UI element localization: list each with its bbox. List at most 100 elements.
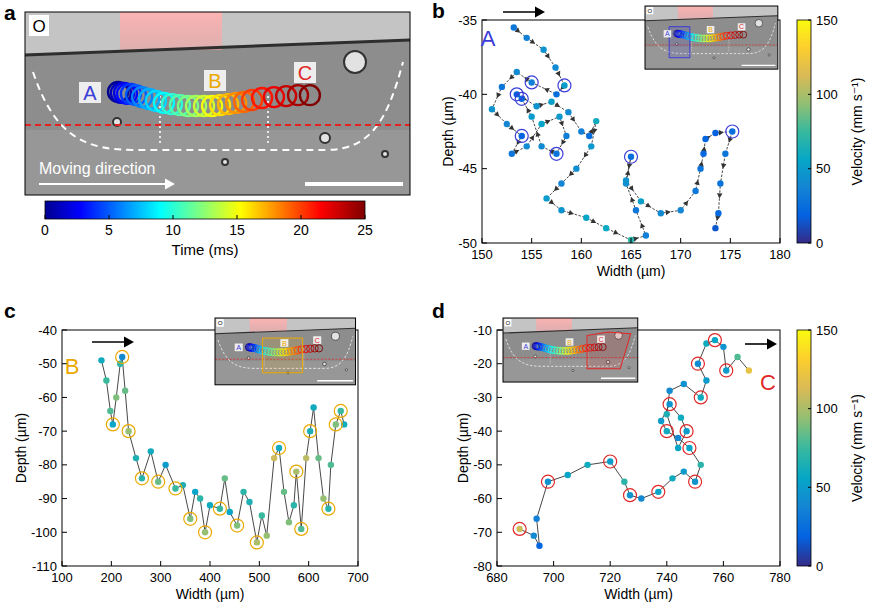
trajectory-point [246,499,252,505]
trajectory-point [561,82,567,88]
direction-arrow [628,185,633,191]
panel-letter: a [4,1,16,24]
trajectory-point [110,421,116,427]
marked-point [660,425,673,438]
direction-arrow [627,163,632,168]
y-tick-label: -80 [38,457,57,472]
marked-point [624,489,637,502]
trajectory-point [697,165,703,171]
wall [503,318,638,333]
colorbar-tick [301,215,302,219]
x-tick-label: 700 [543,570,565,585]
x-tick-label: 170 [670,247,692,262]
bubble [222,159,228,165]
trajectory-point [202,529,208,535]
marked-point [295,522,308,535]
x-tick [780,238,781,243]
image-layer [215,318,356,385]
direction-arrow [559,121,564,127]
colorbar-tick [808,487,811,488]
colorbar-tick [808,566,811,567]
trajectory-point [692,479,698,485]
direction-arrow [717,193,722,198]
colorbar-tick-label: 150 [816,13,838,28]
trajectory-point [578,128,584,134]
region-label: A [481,26,496,51]
trajectory-point [678,414,684,420]
marked-point [689,475,702,488]
trajectory-point [227,509,233,515]
label-patch [738,23,746,30]
marked-point [726,125,739,138]
x-tick [482,238,483,243]
x-tick [610,561,611,566]
trajectory-point [298,526,304,532]
trajectory-point [122,387,128,393]
marked-point [273,442,286,455]
marked-point [720,364,733,377]
trajectory-point [119,354,125,360]
plot-area [497,330,780,566]
trajectory-point [603,225,609,231]
trajectory-point [545,479,551,485]
y-tick-label: -50 [458,236,477,251]
marked-point [290,465,303,478]
trajectory-point [588,143,594,149]
y-tick [62,498,67,499]
x-tick-label: 200 [100,570,122,585]
wall [25,12,410,55]
droplet-ring [736,31,743,38]
plot-frame [497,330,780,566]
x-tick [62,561,63,566]
bubble [768,54,770,56]
colorbar-tick-label: 5 [105,222,113,238]
droplet-ring [740,31,747,38]
trajectory-point [103,377,109,383]
direction-arrow [584,152,589,158]
highlight-region [587,332,631,369]
trajectory-point [563,133,569,139]
direction-arrow [645,202,651,207]
label-patch [216,319,223,327]
trajectory-point [666,401,672,407]
direction-arrow [721,163,726,168]
marked-point [122,425,135,438]
marked-point [135,472,148,485]
marked-point [694,391,707,404]
plot-area [482,20,780,243]
region-label: B [708,26,713,33]
bubble [713,57,715,59]
trajectory-point [538,143,544,149]
trajectory-point [303,455,309,461]
bubble [755,19,763,27]
marked-point [663,398,676,411]
direction-arrow [503,11,539,13]
colorbar-tick [365,215,366,219]
trajectory-point [504,121,510,127]
colorbar-title: Velocity (mm s⁻¹) [849,394,865,502]
y-tick [497,330,502,331]
direction-arrow [529,135,534,141]
trajectory-point [717,180,723,186]
colorbar-title: Time (ms) [172,241,239,258]
marked-point [558,79,571,92]
x-tick-label: 175 [719,247,741,262]
micrograph: OABCMoving direction [25,12,410,195]
y-tick [497,431,502,432]
trajectory-point [664,428,670,434]
colorbar-tick-label: 15 [229,222,245,238]
trajectory-point [722,151,728,157]
region-label: A [665,30,670,37]
label-patch [597,336,605,343]
trajectory-point [499,84,505,90]
region-label: A [523,343,528,350]
trajectory-point [558,180,564,186]
colorbar-tick [808,20,811,21]
region-label: A [236,343,241,352]
inset-micrograph: OABC [215,318,356,385]
trajectory-point [658,210,664,216]
direction-arrow [39,183,169,185]
marked-point [515,129,528,142]
trajectory-point [125,428,131,434]
trajectory-point [325,505,331,511]
